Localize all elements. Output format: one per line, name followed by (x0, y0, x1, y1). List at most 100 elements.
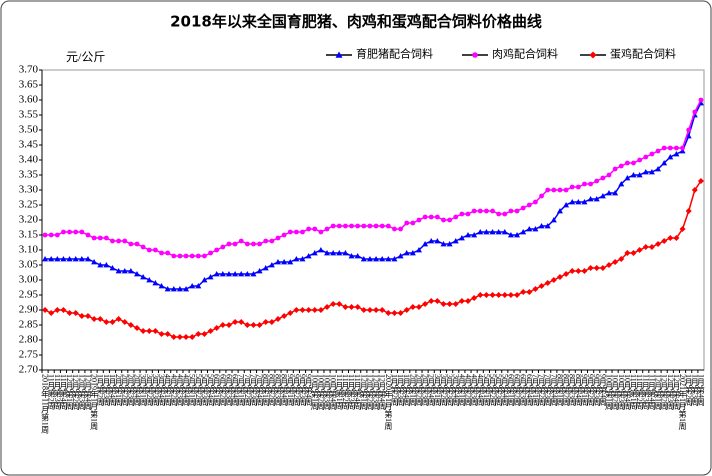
x-tick-label: 1月第3周 (690, 374, 699, 407)
y-tick-label: 2.95 (19, 289, 39, 301)
x-tick-label: 1月第2周 (96, 374, 105, 407)
point-marker (471, 295, 478, 301)
point-marker (569, 199, 576, 205)
point-marker (134, 325, 141, 331)
point-marker (692, 109, 698, 115)
point-marker (477, 229, 484, 235)
point-marker (128, 241, 134, 247)
point-marker (367, 223, 373, 229)
point-marker (67, 229, 72, 235)
point-marker (317, 247, 324, 253)
point-marker (397, 310, 404, 316)
point-marker (489, 292, 496, 298)
point-marker (79, 229, 85, 235)
x-tick-label: 4月第3周 (470, 374, 479, 407)
x-tick-label: 5月第2周 (194, 374, 203, 407)
y-tick-label: 2.80 (19, 334, 39, 346)
point-marker (207, 328, 214, 334)
point-marker (335, 51, 343, 58)
x-tick-label: 8月第4周 (574, 374, 583, 407)
x-tick-label: 9月第4周 (304, 374, 313, 407)
x-tick-label: 1月第4周 (402, 374, 411, 407)
x-tick-label: 11月第4周 (353, 374, 362, 411)
point-marker (189, 334, 196, 340)
x-tick-label: 7月第3周 (543, 374, 552, 407)
point-marker (544, 223, 551, 229)
point-marker (477, 292, 484, 298)
x-tick-label: 9月第2周 (586, 374, 595, 407)
point-marker (556, 274, 563, 280)
point-marker (391, 310, 398, 316)
point-marker (631, 160, 636, 166)
point-marker (176, 334, 183, 340)
point-marker (305, 307, 312, 313)
point-marker (648, 244, 655, 250)
point-marker (91, 316, 98, 322)
point-marker (324, 250, 331, 256)
point-marker (165, 250, 171, 256)
point-marker (655, 166, 662, 172)
x-tick-label: 2月第3周 (421, 374, 430, 407)
x-tick-label: 12月第4周 (378, 374, 387, 411)
point-marker (465, 298, 472, 304)
point-marker (287, 259, 294, 265)
y-tick-label: 2.90 (19, 304, 39, 316)
x-tick-label: 12月第3周 (666, 374, 675, 411)
point-marker (195, 253, 201, 259)
point-marker (569, 184, 575, 190)
point-marker (115, 316, 122, 322)
x-tick-label: 7月第4周 (549, 374, 558, 407)
point-marker (452, 301, 459, 307)
point-marker (538, 223, 545, 229)
point-marker (605, 262, 612, 268)
point-marker (526, 226, 533, 232)
point-marker (293, 307, 300, 313)
point-marker (471, 208, 477, 214)
x-tick-label: 10月第2周 (611, 374, 620, 411)
point-marker (403, 250, 410, 256)
point-marker (674, 145, 679, 151)
point-marker (612, 259, 619, 265)
y-axis-label: 元/公斤 (66, 50, 105, 64)
point-marker (54, 256, 61, 262)
point-marker (533, 199, 538, 205)
point-marker (140, 274, 147, 280)
point-marker (336, 301, 343, 307)
point-marker (563, 271, 570, 277)
point-marker (698, 97, 704, 103)
point-marker (422, 241, 429, 247)
x-tick-label: 5月第2周 (488, 374, 497, 407)
point-marker (532, 286, 539, 292)
point-marker (605, 190, 612, 196)
point-marker (422, 301, 429, 307)
point-marker (225, 322, 232, 328)
point-marker (385, 256, 392, 262)
point-marker (300, 229, 305, 235)
point-marker (84, 313, 91, 319)
point-marker (691, 187, 698, 193)
x-tick-label: 10月第4周 (623, 374, 632, 411)
x-tick-label: 4月第3周 (175, 374, 184, 407)
x-tick-label: 11月第2周 (341, 374, 350, 411)
point-marker (42, 256, 49, 262)
point-marker (134, 241, 140, 247)
x-tick-label: 5月第3周 (200, 374, 209, 407)
point-marker (587, 196, 594, 202)
point-marker (360, 307, 367, 313)
x-tick-label: 3月第4周 (157, 374, 166, 407)
x-tick-label: 12月第2周 (365, 374, 374, 411)
point-marker (410, 220, 416, 226)
point-marker (121, 268, 128, 274)
point-marker (600, 175, 606, 181)
point-marker (556, 208, 563, 214)
point-marker (398, 226, 403, 232)
point-marker (342, 304, 349, 310)
x-tick-label: 8月第1周 (555, 374, 564, 407)
point-marker (391, 256, 398, 262)
point-marker (103, 262, 110, 268)
point-marker (649, 151, 655, 157)
point-marker (557, 187, 563, 193)
point-marker (195, 331, 202, 337)
x-tick-label: 1月第2周 (684, 374, 693, 407)
point-marker (428, 238, 435, 244)
